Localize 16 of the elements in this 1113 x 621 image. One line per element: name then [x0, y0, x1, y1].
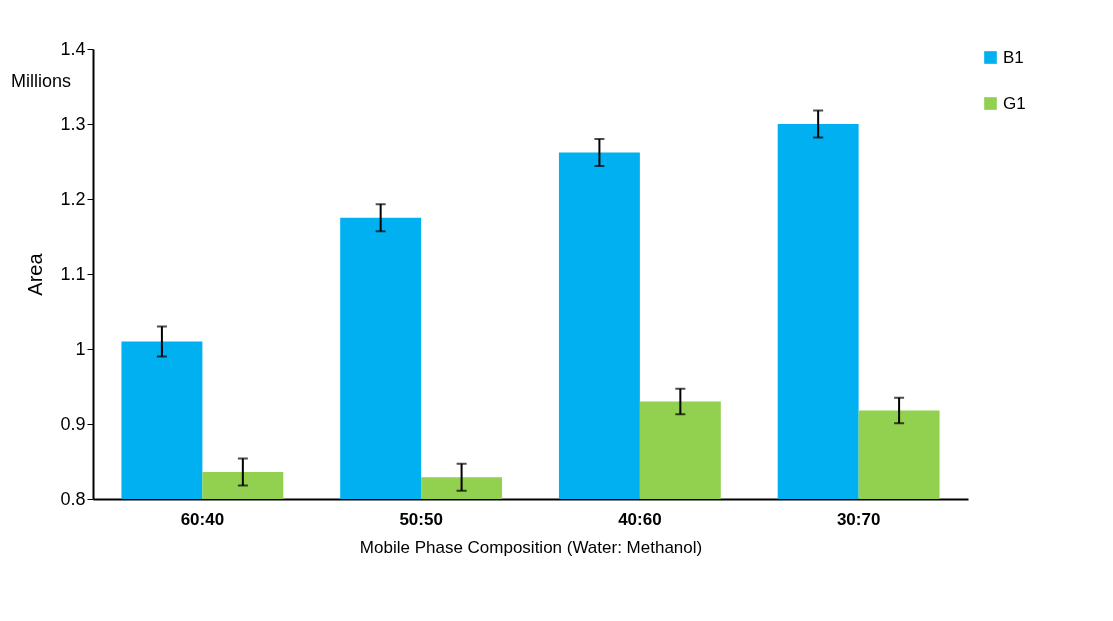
x-tick-label: 60:40: [180, 509, 225, 529]
x-axis-title: Mobile Phase Composition (Water: Methanol): [359, 537, 703, 557]
legend-label: B1: [1003, 47, 1024, 67]
legend-label: G1: [1003, 93, 1026, 113]
y-tick-label: 1.3: [60, 113, 86, 134]
text: Millions: [10, 71, 72, 91]
x-tick-label: 50:50: [399, 509, 443, 529]
x-tick-label: 30:70: [836, 509, 881, 529]
y-tick-label: 1.4: [60, 38, 86, 59]
x-tick-label: 40:60: [618, 509, 662, 529]
y-tick-label: 1.2: [60, 188, 86, 209]
y-tick-label: 1: [75, 338, 86, 359]
y-tick-label: 0.8: [60, 488, 86, 509]
y-tick-label: 1.1: [60, 263, 86, 284]
y-tick-label: 0.9: [60, 413, 86, 434]
y-axis-title: Area: [24, 252, 47, 296]
